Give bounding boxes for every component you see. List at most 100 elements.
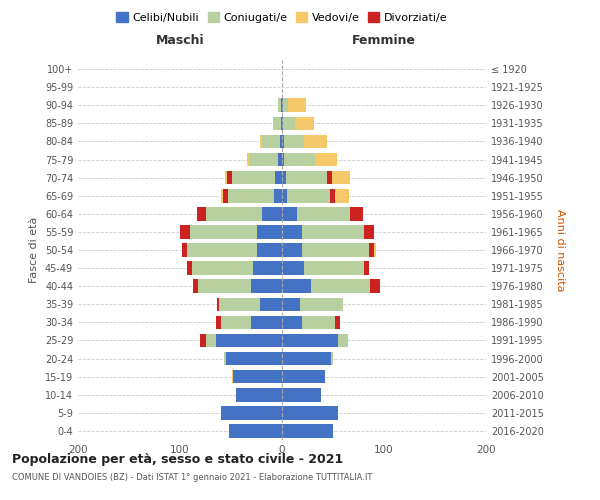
Bar bbox=[187, 262, 192, 275]
Bar bbox=[282, 98, 283, 112]
Bar bbox=[327, 171, 332, 184]
Bar bbox=[281, 98, 282, 112]
Bar bbox=[223, 189, 228, 202]
Bar bbox=[205, 207, 262, 220]
Bar bbox=[278, 98, 281, 112]
Bar bbox=[257, 243, 282, 257]
Bar bbox=[228, 189, 274, 202]
Bar bbox=[260, 134, 262, 148]
Bar bbox=[221, 316, 251, 329]
Bar bbox=[197, 207, 206, 220]
Bar bbox=[282, 334, 338, 347]
Bar bbox=[274, 189, 282, 202]
Bar bbox=[364, 262, 369, 275]
Bar bbox=[282, 388, 321, 402]
Bar bbox=[187, 243, 257, 257]
Bar bbox=[282, 262, 304, 275]
Bar bbox=[335, 316, 340, 329]
Bar bbox=[304, 262, 364, 275]
Bar bbox=[232, 171, 275, 184]
Bar bbox=[192, 262, 253, 275]
Bar bbox=[281, 116, 282, 130]
Bar bbox=[301, 298, 343, 311]
Bar bbox=[282, 116, 283, 130]
Bar bbox=[282, 316, 302, 329]
Bar bbox=[217, 298, 219, 311]
Text: Popolazione per età, sesso e stato civile - 2021: Popolazione per età, sesso e stato civil… bbox=[12, 452, 343, 466]
Bar bbox=[224, 352, 226, 366]
Bar bbox=[260, 298, 282, 311]
Bar bbox=[282, 352, 331, 366]
Bar bbox=[287, 189, 330, 202]
Bar bbox=[253, 262, 282, 275]
Bar bbox=[311, 280, 370, 293]
Bar bbox=[282, 370, 325, 384]
Text: COMUNE DI VANDOIES (BZ) - Dati ISTAT 1° gennaio 2021 - Elaborazione TUTTITALIA.I: COMUNE DI VANDOIES (BZ) - Dati ISTAT 1° … bbox=[12, 472, 373, 482]
Bar bbox=[190, 225, 257, 238]
Bar bbox=[219, 298, 260, 311]
Bar bbox=[331, 352, 333, 366]
Bar bbox=[232, 370, 233, 384]
Bar bbox=[226, 352, 282, 366]
Bar bbox=[262, 207, 282, 220]
Bar bbox=[273, 116, 281, 130]
Bar bbox=[330, 189, 335, 202]
Bar bbox=[374, 243, 376, 257]
Bar bbox=[295, 116, 314, 130]
Bar bbox=[182, 243, 187, 257]
Bar bbox=[206, 334, 216, 347]
Y-axis label: Anni di nascita: Anni di nascita bbox=[555, 209, 565, 291]
Bar bbox=[282, 189, 287, 202]
Bar bbox=[282, 134, 284, 148]
Bar bbox=[302, 243, 369, 257]
Bar bbox=[225, 171, 227, 184]
Bar bbox=[332, 171, 350, 184]
Bar bbox=[221, 189, 223, 202]
Bar bbox=[364, 225, 374, 238]
Y-axis label: Fasce di età: Fasce di età bbox=[29, 217, 39, 283]
Bar bbox=[251, 280, 282, 293]
Bar bbox=[370, 280, 380, 293]
Bar bbox=[282, 406, 338, 419]
Bar bbox=[221, 406, 282, 419]
Text: Femmine: Femmine bbox=[352, 34, 416, 48]
Bar bbox=[282, 243, 302, 257]
Bar bbox=[283, 116, 295, 130]
Bar bbox=[302, 316, 335, 329]
Bar bbox=[350, 207, 362, 220]
Bar bbox=[216, 334, 282, 347]
Bar bbox=[275, 171, 282, 184]
Bar bbox=[304, 134, 327, 148]
Bar bbox=[233, 370, 282, 384]
Bar bbox=[282, 207, 298, 220]
Bar bbox=[229, 424, 282, 438]
Bar bbox=[250, 152, 278, 166]
Bar bbox=[338, 334, 349, 347]
Bar bbox=[282, 280, 311, 293]
Bar bbox=[247, 152, 250, 166]
Bar bbox=[278, 152, 282, 166]
Legend: Celibi/Nubili, Coniugati/e, Vedovi/e, Divorziati/e: Celibi/Nubili, Coniugati/e, Vedovi/e, Di… bbox=[112, 8, 452, 28]
Bar bbox=[283, 98, 288, 112]
Bar bbox=[282, 424, 333, 438]
Bar bbox=[288, 98, 307, 112]
Bar bbox=[251, 316, 282, 329]
Text: Maschi: Maschi bbox=[155, 34, 205, 48]
Bar bbox=[302, 225, 364, 238]
Bar bbox=[282, 171, 286, 184]
Bar bbox=[257, 225, 282, 238]
Bar bbox=[282, 298, 301, 311]
Bar bbox=[180, 225, 190, 238]
Bar bbox=[284, 152, 314, 166]
Bar bbox=[262, 134, 280, 148]
Bar bbox=[193, 280, 199, 293]
Bar bbox=[236, 388, 282, 402]
Bar bbox=[282, 152, 284, 166]
Bar bbox=[280, 134, 282, 148]
Bar bbox=[298, 207, 350, 220]
Bar bbox=[200, 334, 206, 347]
Bar bbox=[286, 171, 327, 184]
Bar bbox=[282, 225, 302, 238]
Bar bbox=[216, 316, 221, 329]
Bar bbox=[284, 134, 304, 148]
